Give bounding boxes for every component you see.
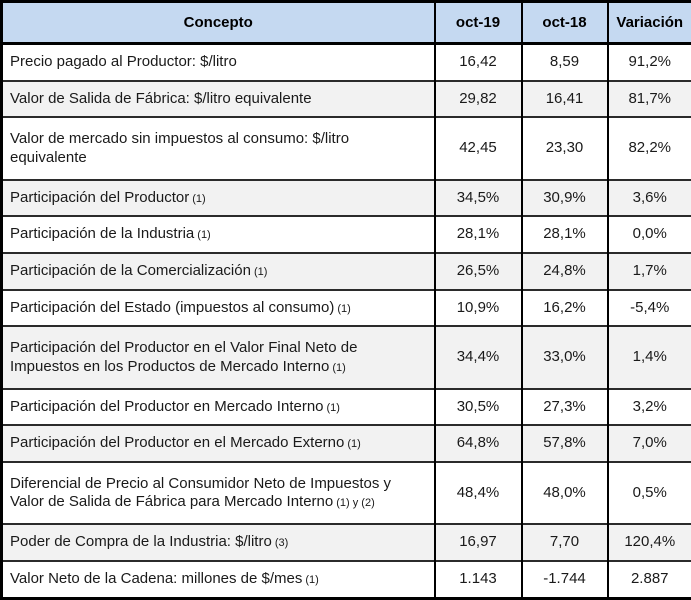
concepto-label: Valor de mercado sin impuestos al consum… (10, 129, 350, 166)
oct19-cell: 28,1% (433, 215, 522, 254)
variacion-cell: 82,2% (606, 116, 691, 180)
oct19-cell: 29,82 (433, 79, 522, 118)
concepto-label: Participación del Productor (10, 188, 190, 206)
variacion-cell: 91,2% (606, 43, 691, 81)
variacion-cell: 1,4% (606, 325, 691, 389)
concepto-label: Valor de Salida de Fábrica: $/litro equi… (10, 89, 312, 107)
table-row: Diferencial de Precio al Consumidor Neto… (1, 461, 691, 525)
concepto-label: Participación de la Comercialización (10, 262, 251, 280)
variacion-cell: 0,0% (606, 215, 691, 254)
concepto-label: Participación de la Industria (10, 225, 195, 243)
concepto-label: Precio pagado al Productor: $/litro (10, 53, 237, 71)
concepto-label: Participación del Productor en el Valor … (10, 338, 358, 375)
concepto-label: Participación del Productor en el Mercad… (10, 434, 345, 452)
oct18-cell: -1.744 (520, 560, 608, 599)
footnote-marker: (1) (253, 266, 268, 279)
oct18-cell: 23,30 (520, 116, 608, 180)
variacion-cell: 7,0% (606, 424, 691, 463)
oct19-cell: 30,5% (433, 387, 522, 426)
oct19-cell: 64,8% (433, 424, 522, 463)
table-row: Valor de mercado sin impuestos al consum… (1, 116, 691, 180)
concepto-cell: Participación de la Comercialización (1) (1, 252, 435, 290)
footnote-marker: (1) (347, 438, 361, 451)
oct19-cell: 34,5% (433, 178, 522, 217)
footnote-marker: (1) (337, 302, 351, 315)
table-row: Participación del Productor (1) 34,5% 30,… (1, 178, 691, 217)
concepto-cell: Precio pagado al Productor: $/litro (1, 43, 435, 81)
oct19-cell: 1.143 (433, 560, 522, 599)
concepto-cell: Valor de Salida de Fábrica: $/litro equi… (1, 79, 435, 118)
concepto-cell: Poder de Compra de la Industria: $/litro… (1, 523, 435, 562)
concepto-cell: Participación del Productor (1) (1, 178, 435, 217)
column-header-concepto: Concepto (1, 1, 435, 45)
table-row: Precio pagado al Productor: $/litro 16,4… (1, 43, 691, 81)
column-header-variacion: Variación (606, 1, 691, 45)
concepto-cell: Participación del Estado (impuestos al c… (1, 288, 435, 327)
oct19-cell: 10,9% (433, 288, 522, 327)
concepto-cell: Valor Neto de la Cadena: millones de $/m… (1, 560, 435, 599)
oct18-cell: 16,41 (520, 79, 608, 118)
footnote-marker: (1) (326, 401, 340, 414)
footnote-marker: (1) (305, 574, 319, 587)
variacion-cell: 1,7% (606, 252, 691, 290)
footnote-marker: (3) (274, 537, 289, 550)
concepto-label: Participación del Productor en Mercado I… (10, 397, 324, 415)
concepto-cell: Valor de mercado sin impuestos al consum… (1, 116, 435, 180)
concepto-label: Poder de Compra de la Industria: $/litro (10, 533, 272, 551)
concepto-cell: Participación del Productor en Mercado I… (1, 387, 435, 426)
concepto-cell: Participación de la Industria (1) (1, 215, 435, 254)
table-row: Participación del Productor en el Valor … (1, 325, 691, 389)
oct18-cell: 16,2% (520, 288, 608, 327)
oct19-cell: 16,42 (433, 43, 522, 81)
variacion-cell: 3,2% (606, 387, 691, 426)
variacion-cell: 2.887 (606, 560, 691, 599)
oct18-cell: 48,0% (520, 461, 608, 525)
oct18-cell: 8,59 (520, 43, 608, 81)
concepto-cell: Participación del Productor en el Mercad… (1, 424, 435, 463)
variacion-cell: -5,4% (606, 288, 691, 327)
oct18-cell: 28,1% (520, 215, 608, 254)
table-row: Participación del Productor en el Mercad… (1, 424, 691, 463)
concepto-label: Participación del Estado (impuestos al c… (10, 298, 335, 316)
table-row: Poder de Compra de la Industria: $/litro… (1, 523, 691, 562)
footnote-marker: (1) (332, 361, 346, 374)
table-row: Participación de la Comercialización (1) … (1, 252, 691, 290)
table-header: Concepto oct-19 oct-18 Variación (1, 1, 691, 45)
oct18-cell: 24,8% (520, 252, 608, 290)
footnote-marker: (1) (192, 192, 206, 205)
table-body: Precio pagado al Productor: $/litro 16,4… (1, 43, 691, 599)
oct19-cell: 42,45 (433, 116, 522, 180)
oct19-cell: 16,97 (433, 523, 522, 562)
oct19-cell: 34,4% (433, 325, 522, 389)
footnote-marker: (1) (197, 229, 211, 242)
variacion-cell: 0,5% (606, 461, 691, 525)
table-row: Valor de Salida de Fábrica: $/litro equi… (1, 79, 691, 118)
table-row: Participación del Productor en Mercado I… (1, 387, 691, 426)
oct18-cell: 7,70 (520, 523, 608, 562)
column-header-oct19: oct-19 (433, 1, 522, 45)
concepto-cell: Diferencial de Precio al Consumidor Neto… (1, 461, 435, 525)
table-row: Valor Neto de la Cadena: millones de $/m… (1, 560, 691, 599)
oct18-cell: 30,9% (520, 178, 608, 217)
variacion-cell: 120,4% (606, 523, 691, 562)
column-header-oct18: oct-18 (520, 1, 608, 45)
concepto-label: Diferencial de Precio al Consumidor Neto… (10, 474, 392, 511)
oct18-cell: 57,8% (520, 424, 608, 463)
table-row: Participación de la Industria (1) 28,1% 2… (1, 215, 691, 254)
footnote-marker: (1) y (2) (336, 497, 375, 510)
variacion-cell: 81,7% (606, 79, 691, 118)
concepto-cell: Participación del Productor en el Valor … (1, 325, 435, 389)
table-row: Participación del Estado (impuestos al c… (1, 288, 691, 327)
oct18-cell: 33,0% (520, 325, 608, 389)
variacion-cell: 3,6% (606, 178, 691, 217)
oct19-cell: 48,4% (433, 461, 522, 525)
concepto-label: Valor Neto de la Cadena: millones de $/m… (10, 570, 303, 588)
header-row: Concepto oct-19 oct-18 Variación (1, 1, 691, 45)
oct19-cell: 26,5% (433, 252, 522, 290)
oct18-cell: 27,3% (520, 387, 608, 426)
